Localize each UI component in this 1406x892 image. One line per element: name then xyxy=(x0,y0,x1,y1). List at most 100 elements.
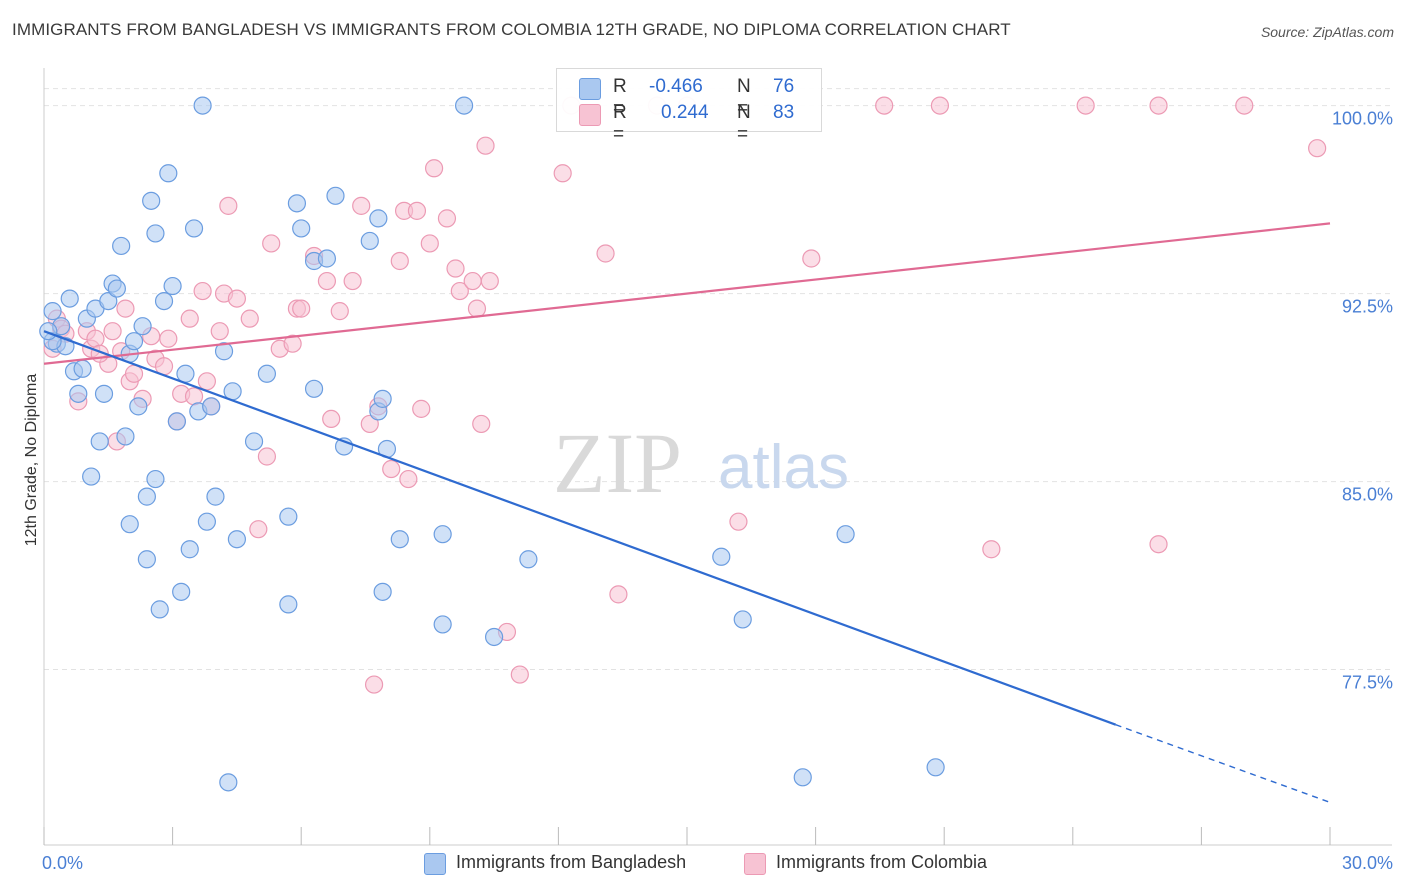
bangladesh-point xyxy=(279,595,298,614)
bangladesh-point xyxy=(926,758,945,777)
colombia-point xyxy=(390,251,409,271)
colombia-point xyxy=(420,234,439,253)
colombia-point xyxy=(480,271,499,291)
colombia-point xyxy=(364,675,384,694)
x-tick-label-max: 30.0% xyxy=(1342,853,1393,873)
colombia-point xyxy=(729,512,748,531)
colombia-point xyxy=(596,244,615,263)
colombia-point xyxy=(103,322,122,341)
colombia-point xyxy=(463,271,482,291)
y-tick-label: 92.5% xyxy=(1342,297,1393,317)
colombia-point xyxy=(510,665,529,684)
colombia-point xyxy=(249,520,268,539)
colombia-point xyxy=(1235,96,1254,115)
bangladesh-point xyxy=(82,467,101,486)
legend-r-label: R = xyxy=(613,76,627,119)
colombia-point xyxy=(322,409,341,429)
x-tick-label-min: 0.0% xyxy=(42,853,83,873)
bangladesh-point xyxy=(219,773,238,792)
y-axis-label: 12th Grade, No Diploma xyxy=(23,373,40,547)
bangladesh-point xyxy=(287,194,307,213)
bangladesh-point xyxy=(39,322,58,341)
bangladesh-point xyxy=(60,289,79,308)
colombia-point xyxy=(875,96,894,115)
bangladesh-point xyxy=(519,550,538,569)
bangladesh-point xyxy=(154,292,174,311)
bangladesh-point xyxy=(373,582,392,601)
bangladesh-point xyxy=(129,397,148,416)
colombia-point xyxy=(476,136,495,155)
bangladesh-point xyxy=(133,317,152,336)
legend-n-label: N = xyxy=(737,102,751,145)
watermark-zip: ZIP xyxy=(553,415,682,511)
bangladesh-point xyxy=(107,279,126,298)
colombia-point xyxy=(412,399,431,418)
bangladesh-point xyxy=(360,231,379,251)
bangladesh-point xyxy=(369,209,388,228)
colombia-point xyxy=(609,585,628,604)
bottom-legend-swatch-pink xyxy=(744,853,766,875)
bangladesh-point xyxy=(137,487,156,506)
colombia-point xyxy=(240,309,259,328)
bangladesh-point xyxy=(180,540,199,559)
bottom-legend-label: Immigrants from Colombia xyxy=(776,852,988,872)
colombia-point xyxy=(1149,96,1168,115)
bangladesh-point xyxy=(390,530,409,549)
legend-n-label: N = xyxy=(737,76,751,119)
legend-n-value: 76 xyxy=(773,76,795,97)
legend-swatch-blue xyxy=(579,78,601,100)
bangladesh-point xyxy=(120,515,139,534)
trend-lines xyxy=(43,222,1331,804)
bangladesh-point xyxy=(94,384,114,403)
bangladesh-point xyxy=(326,186,345,205)
bangladesh-point xyxy=(137,550,156,569)
colombia-point xyxy=(257,447,277,466)
legend-swatch-pink xyxy=(579,104,601,126)
bangladesh-point xyxy=(373,389,392,408)
bangladesh-point xyxy=(142,191,161,210)
colombia-point xyxy=(197,372,216,391)
bangladesh-point xyxy=(197,512,216,531)
bangladesh-point xyxy=(176,364,195,383)
bangladesh-point xyxy=(116,427,135,446)
colombia-point xyxy=(86,329,105,348)
axes xyxy=(43,68,1392,846)
bangladesh-point xyxy=(69,384,88,403)
legend-r-value: 0.244 xyxy=(661,102,709,123)
colombia-point xyxy=(262,234,281,253)
colombia-point xyxy=(180,309,199,328)
legend-r-label: R = xyxy=(613,102,627,145)
bangladesh-point xyxy=(227,530,246,549)
colombia-point xyxy=(553,164,572,183)
colombia-point xyxy=(399,469,418,489)
bangladesh-point xyxy=(712,547,731,566)
colombia-point xyxy=(382,459,401,479)
watermark-atlas: atlas xyxy=(718,433,849,502)
bangladesh-point xyxy=(159,164,178,183)
bangladesh-point xyxy=(433,525,452,544)
colombia-point xyxy=(930,96,950,115)
colombia-point xyxy=(360,414,379,434)
colombia-point xyxy=(227,289,246,308)
bangladesh-point xyxy=(172,582,191,601)
bangladesh-point xyxy=(146,224,165,243)
bangladesh-point xyxy=(257,364,277,383)
colombia-point xyxy=(219,196,238,215)
bottom-legend-label: Immigrants from Bangladesh xyxy=(456,852,687,872)
grid-lines xyxy=(44,88,1392,671)
colombia-point xyxy=(193,281,212,301)
colombia-point xyxy=(437,209,457,228)
colombia-point xyxy=(317,271,337,291)
bangladesh-point xyxy=(244,432,264,451)
chart-title: IMMIGRANTS FROM BANGLADESH VS IMMIGRANTS… xyxy=(12,20,1011,39)
bangladesh-point xyxy=(433,615,452,634)
bangladesh-point xyxy=(124,332,144,351)
bangladesh-point xyxy=(112,236,131,256)
bangladesh-point xyxy=(99,292,118,311)
colombia-point xyxy=(1076,96,1095,115)
bangladesh-point xyxy=(206,487,225,506)
colombia-trend-line xyxy=(43,222,1331,365)
bangladesh-point xyxy=(214,342,234,361)
colombia-point xyxy=(450,281,469,301)
